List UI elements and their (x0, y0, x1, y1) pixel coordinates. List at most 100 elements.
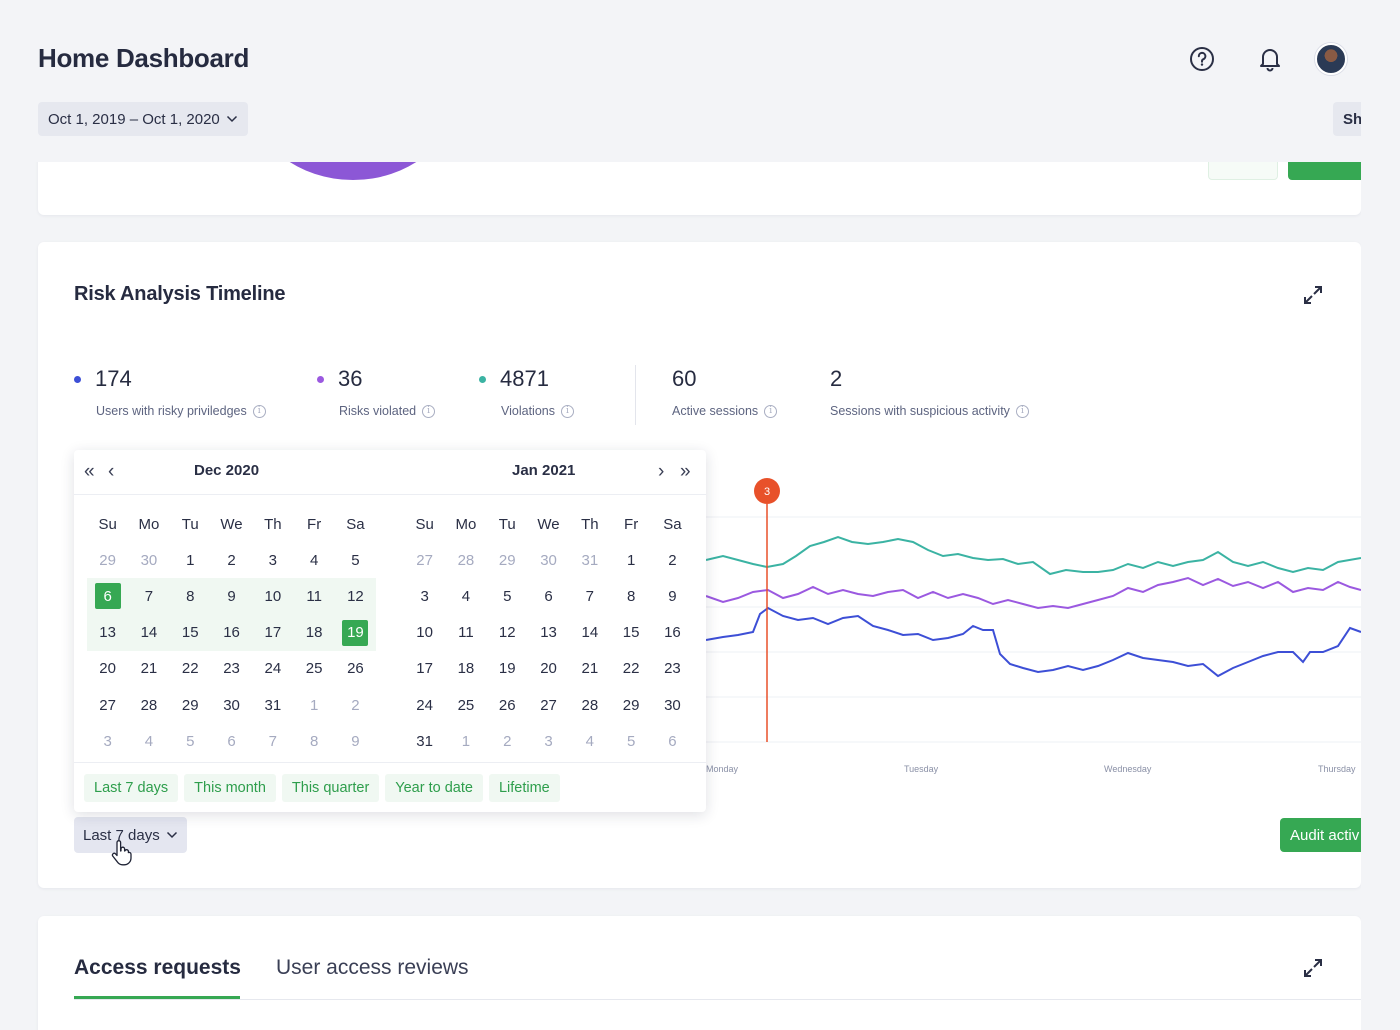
calendar-day[interactable]: 3 (528, 723, 569, 759)
calendar-day[interactable]: 12 (334, 578, 377, 615)
calendar-day[interactable]: 5 (610, 723, 651, 759)
calendar-day[interactable]: 13 (87, 614, 129, 651)
calendar-day[interactable]: 22 (170, 651, 211, 687)
calendar-day[interactable]: 3 (87, 723, 128, 759)
calendar-day[interactable]: 14 (569, 615, 610, 651)
calendar-day[interactable]: 2 (652, 542, 693, 578)
calendar-day[interactable]: 9 (210, 578, 253, 615)
calendar-day[interactable]: 24 (252, 651, 293, 687)
expand-icon[interactable] (1301, 956, 1325, 980)
calendar-day[interactable]: 16 (210, 614, 253, 651)
expand-icon[interactable] (1301, 283, 1325, 307)
calendar-day[interactable]: 2 (211, 542, 252, 578)
calendar-day[interactable]: 4 (128, 723, 169, 759)
calendar-day[interactable]: 7 (128, 578, 170, 615)
calendar-day[interactable]: 31 (569, 542, 610, 578)
calendar-day[interactable]: 9 (652, 578, 693, 614)
calendar-day[interactable]: 10 (404, 615, 445, 651)
calendar-day[interactable]: 30 (652, 687, 693, 723)
calendar-day[interactable]: 16 (652, 615, 693, 651)
calendar-day[interactable]: 22 (610, 651, 651, 687)
next-year-icon[interactable]: » (680, 461, 691, 482)
audit-activity-button[interactable]: Audit activ (1280, 818, 1370, 852)
calendar-day[interactable]: 4 (293, 542, 334, 578)
calendar-day[interactable]: 24 (404, 687, 445, 723)
bell-icon[interactable] (1256, 45, 1284, 73)
info-icon[interactable]: i (1015, 404, 1029, 418)
calendar-day[interactable]: 28 (128, 687, 169, 723)
tab-user-access-reviews[interactable]: User access reviews (276, 956, 469, 979)
calendar-day[interactable]: 1 (610, 542, 651, 578)
calendar-day[interactable]: 6 (528, 578, 569, 614)
calendar-day[interactable]: 18 (445, 651, 486, 687)
calendar-day[interactable]: 26 (487, 687, 528, 723)
calendar-day[interactable]: 28 (569, 687, 610, 723)
calendar-day[interactable]: 30 (128, 542, 169, 578)
calendar-day[interactable]: 3 (252, 542, 293, 578)
calendar-day[interactable]: 21 (128, 651, 169, 687)
calendar-day[interactable]: 30 (211, 687, 252, 723)
calendar-day[interactable]: 13 (528, 615, 569, 651)
calendar-day[interactable]: 31 (252, 687, 293, 723)
calendar-day[interactable]: 30 (528, 542, 569, 578)
next-month-icon[interactable]: › (658, 461, 665, 482)
calendar-day[interactable]: 11 (445, 615, 486, 651)
calendar-day[interactable]: 31 (404, 723, 445, 759)
calendar-day[interactable]: 1 (170, 542, 211, 578)
preset-this-month[interactable]: This month (184, 774, 276, 802)
calendar-day[interactable]: 27 (87, 687, 128, 723)
prev-year-icon[interactable]: « (84, 461, 95, 482)
calendar-day[interactable]: 3 (404, 578, 445, 614)
calendar-day[interactable]: 18 (293, 614, 335, 651)
calendar-day[interactable]: 15 (169, 614, 211, 651)
calendar-day[interactable]: 1 (293, 687, 334, 723)
calendar-day[interactable]: 7 (252, 723, 293, 759)
calendar-day[interactable]: 17 (252, 614, 294, 651)
calendar-day[interactable]: 2 (487, 723, 528, 759)
avatar[interactable] (1315, 43, 1347, 75)
calendar-day[interactable]: 5 (170, 723, 211, 759)
calendar-day[interactable]: 1 (445, 723, 486, 759)
calendar-day[interactable]: 5 (335, 542, 376, 578)
calendar-day[interactable]: 8 (169, 578, 211, 615)
preset-last-7-days[interactable]: Last 7 days (84, 774, 179, 802)
help-icon[interactable] (1188, 45, 1216, 73)
calendar-day[interactable]: 29 (170, 687, 211, 723)
calendar-day[interactable]: 29 (610, 687, 651, 723)
calendar-day[interactable]: 5 (487, 578, 528, 614)
calendar-day[interactable]: 2 (335, 687, 376, 723)
info-icon[interactable]: i (764, 404, 778, 418)
calendar-day[interactable]: 6 (652, 723, 693, 759)
calendar-day[interactable]: 8 (293, 723, 334, 759)
calendar-day[interactable]: 25 (445, 687, 486, 723)
calendar-day[interactable]: 6 (87, 578, 129, 615)
calendar-day[interactable]: 6 (211, 723, 252, 759)
calendar-day[interactable]: 23 (211, 651, 252, 687)
calendar-day[interactable]: 28 (445, 542, 486, 578)
preset-year-to-date[interactable]: Year to date (385, 774, 483, 802)
timeframe-dropdown[interactable]: Last 7 days (74, 817, 187, 853)
calendar-day[interactable]: 19 (334, 614, 377, 651)
tab-access-requests[interactable]: Access requests (74, 956, 241, 979)
calendar-day[interactable]: 9 (335, 723, 376, 759)
calendar-day[interactable]: 17 (404, 651, 445, 687)
calendar-day[interactable]: 29 (87, 542, 128, 578)
calendar-day[interactable]: 21 (569, 651, 610, 687)
calendar-day[interactable]: 26 (335, 651, 376, 687)
calendar-day[interactable]: 20 (528, 651, 569, 687)
calendar-day[interactable]: 7 (569, 578, 610, 614)
calendar-day[interactable]: 25 (293, 651, 334, 687)
calendar-day[interactable]: 23 (652, 651, 693, 687)
date-range-picker[interactable]: Oct 1, 2019 – Oct 1, 2020 (38, 102, 248, 136)
info-icon[interactable]: i (252, 404, 266, 418)
calendar-day[interactable]: 29 (487, 542, 528, 578)
calendar-day[interactable]: 14 (128, 614, 170, 651)
calendar-day[interactable]: 8 (610, 578, 651, 614)
info-icon[interactable]: i (560, 404, 574, 418)
preset-lifetime[interactable]: Lifetime (488, 774, 560, 802)
calendar-day[interactable]: 19 (487, 651, 528, 687)
calendar-day[interactable]: 10 (252, 578, 294, 615)
prev-month-icon[interactable]: ‹ (108, 461, 115, 482)
calendar-day[interactable]: 15 (610, 615, 651, 651)
calendar-day[interactable]: 27 (528, 687, 569, 723)
